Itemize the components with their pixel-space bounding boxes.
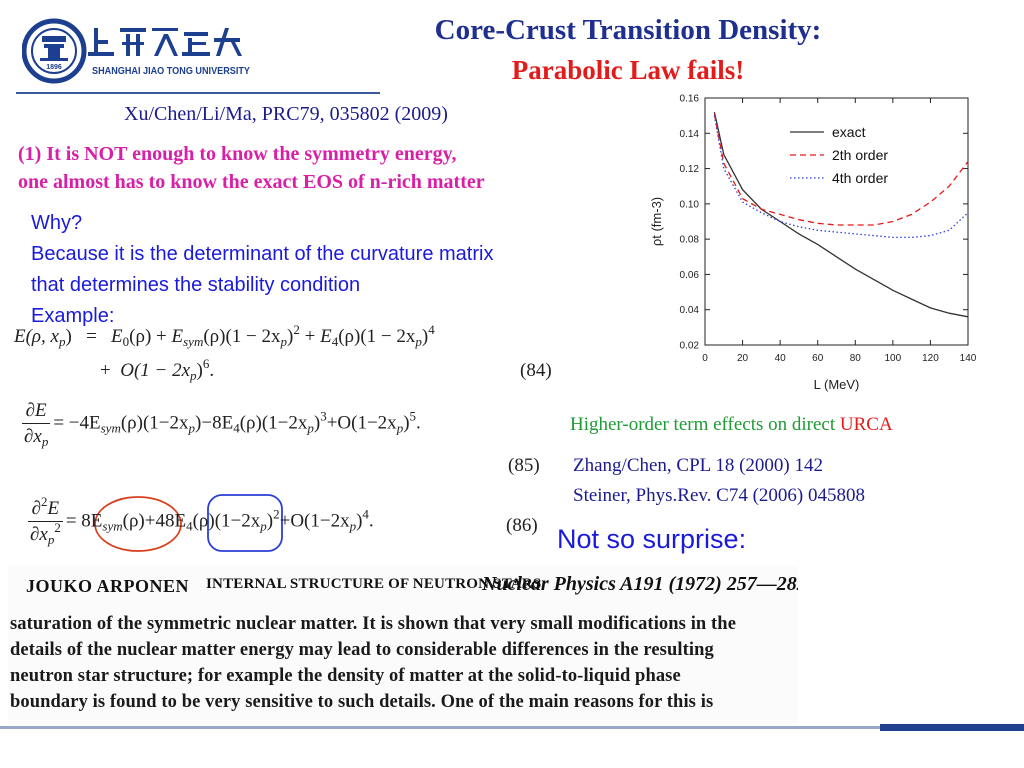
equation-84-line-1: E(ρ, xp) = E0(ρ) + Esym(ρ)(1 − 2xp)2 + E… [14,322,435,349]
equation-84-line-2: + O(1 − 2xp)6. [100,356,215,383]
urca-highlight: URCA [839,414,893,435]
y-tick-label: 0.04 [680,305,700,316]
x-tick-label: 100 [885,353,902,364]
slide-subtitle: Parabolic Law fails! [511,55,745,85]
hand-drawn-annotations [94,494,283,552]
why-line-4: Example: [31,305,115,327]
chinese-name-glyphs [88,28,242,56]
legend-label: 4th order [832,170,888,186]
university-seal-icon: 1896 [22,18,87,84]
x-axis-label: L (MeV) [814,377,860,392]
reference-1: Zhang/Chen, CPL 18 (2000) 142 [573,455,823,476]
why-line-3: that determines the stability condition [31,274,361,296]
x-tick-label: 60 [812,353,824,364]
equation-84-tag: (84) [520,360,552,381]
equation-85-fraction: ∂E ∂xp [22,400,51,449]
y-tick-label: 0.14 [680,129,700,140]
scan-text-line: saturation of the symmetric nuclear matt… [10,614,737,634]
footer-rule [0,726,1024,729]
y-axis-label: ρt (fm-3) [649,197,664,246]
scan-author: JOUKO ARPONEN [26,576,190,596]
reference-2: Steiner, Phys.Rev. C74 (2006) 045808 [573,485,865,506]
y-tick-label: 0.08 [680,235,700,246]
scan-journal: Nuclear Physics A191 (1972) 257—282; [482,573,798,595]
urca-note: Higher-order term effects on direct URCA [570,414,893,436]
why-block: Why? Because it is the determinant of th… [31,208,493,332]
header-rule [16,92,380,94]
y-tick-label: 0.02 [680,341,700,352]
scan-text-line: boundary is found to be very sensitive t… [10,692,714,712]
y-tick-label: 0.06 [680,270,700,281]
scan-text-line: neutron star structure; for example the … [10,666,681,686]
equation-86-fraction: ∂2E ∂xp2 [28,494,63,547]
x-tick-label: 40 [775,353,787,364]
series-line-4th-order [713,115,969,239]
footer-accent-block [880,724,1024,731]
why-line-2: Because it is the determinant of the cur… [31,243,494,265]
equation-86: ∂2E ∂xp2 = 8Esym(ρ)+48E4(ρ)(1−2xp)2+O(1−2x… [28,494,374,547]
scanned-paper-excerpt: JOUKO ARPONEN INTERNAL STRUCTURE OF NEUT… [8,566,798,724]
transition-density-chart: 0 20 40 60 80 100 120 140 0.02 0.04 0.06 0.08 0.10 0.… [649,94,977,393]
university-logo: 1896 SHANGHAI JIAO TONG UNIVERSITY [22,18,250,84]
x-tick-label: 140 [960,353,977,364]
y-tick-label: 0.12 [680,164,700,175]
claim-line-2: one almost has to know the exact EOS of … [18,171,485,193]
slide-title: Core-Crust Transition Density: [434,14,822,46]
blue-circle-annotation [207,494,283,552]
y-tick-label: 0.10 [680,199,700,210]
x-tick-label: 0 [702,353,708,364]
scan-title: INTERNAL STRUCTURE OF NEUTRON STARS [206,576,542,592]
legend-label: 2th order [832,147,888,163]
red-circle-annotation [94,496,182,552]
legend-label: exact [832,124,866,140]
x-tick-label: 20 [737,353,749,364]
plot-frame [704,97,969,346]
x-tick-label: 120 [922,353,939,364]
why-line-1: Why? [31,212,83,234]
scan-text-line: details of the nuclear matter energy may… [10,640,714,660]
equation-85-tag: (85) [508,455,540,476]
seal-year: 1896 [46,64,62,71]
series-line-2th-order [713,113,969,226]
series-line-exact [713,111,969,318]
equation-85: ∂E ∂xp = −4Esym(ρ)(1−2xp)−8E4(ρ)(1−2xp)3+O… [22,400,421,449]
equation-86-tag: (86) [506,515,538,536]
x-tick-label: 80 [850,353,862,364]
main-citation: Xu/Chen/Li/Ma, PRC79, 035802 (2009) [124,103,448,125]
university-wordmark: SHANGHAI JIAO TONG UNIVERSITY [92,65,250,77]
not-so-surprise-heading: Not so surprise: [557,524,747,554]
urca-note-text: Higher-order term effects on direct [570,414,840,435]
claim-line-1: (1) It is NOT enough to know the symmetr… [18,143,457,165]
claim-text: (1) It is NOT enough to know the symmetr… [18,140,485,196]
y-tick-label: 0.16 [680,94,700,105]
